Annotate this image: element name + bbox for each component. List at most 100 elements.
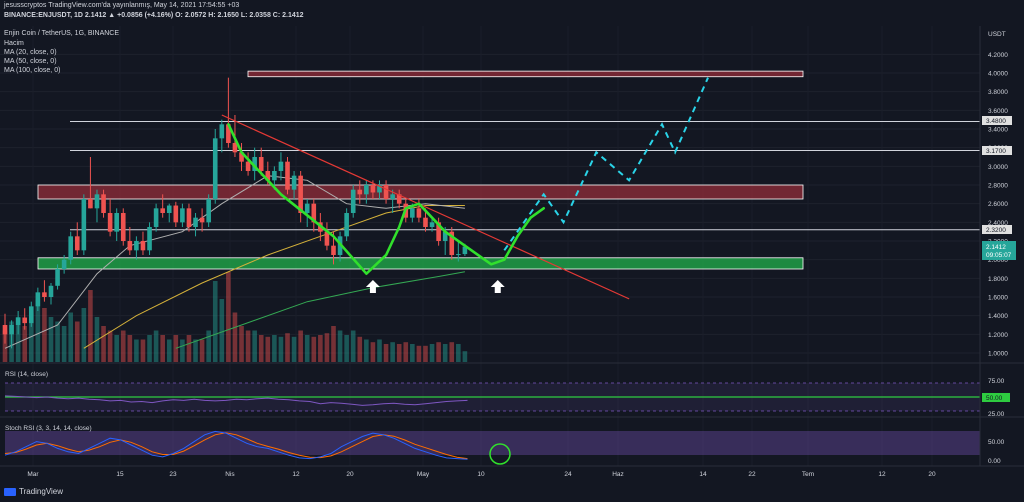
candle-body — [383, 185, 389, 199]
candle-body — [186, 208, 192, 227]
projection-path — [503, 77, 709, 251]
candle-body — [350, 189, 356, 213]
tradingview-logo-icon — [4, 487, 16, 496]
time-tick: 24 — [564, 471, 572, 478]
candle-body — [291, 175, 297, 190]
candle-body — [245, 161, 251, 171]
candle-body — [114, 213, 119, 232]
volume-bar — [331, 326, 336, 362]
candle-body — [88, 199, 93, 209]
volume-bar — [252, 330, 257, 362]
candle-body — [265, 171, 271, 181]
candle-body — [258, 157, 264, 171]
candle-body — [331, 245, 336, 255]
volume-bar — [160, 335, 165, 362]
time-tick: 10 — [477, 471, 485, 478]
candle-body — [101, 194, 106, 213]
candle-body — [206, 199, 211, 223]
volume-bar — [456, 344, 461, 362]
volume-bar — [423, 345, 428, 362]
candle-body — [396, 194, 402, 204]
time-tick: 12 — [878, 471, 886, 478]
ma100-line — [175, 271, 465, 349]
candle-body — [94, 194, 100, 209]
volume-bar — [291, 336, 297, 362]
candle-body — [22, 317, 28, 324]
candle-body — [68, 236, 73, 260]
brand-label: TradingView — [19, 487, 64, 496]
volume-bar — [134, 339, 139, 362]
price-tick: 3.4000 — [988, 127, 1008, 134]
indicator-volume[interactable]: Hacim — [4, 40, 24, 47]
volume-bar — [88, 290, 93, 362]
candle-body — [107, 213, 113, 232]
currency-label: USDT — [988, 31, 1006, 38]
level-tag-bg — [982, 146, 1012, 155]
volume-bar — [212, 281, 218, 362]
level-tag: 3.4800 — [986, 118, 1006, 125]
indicator-ma50[interactable]: MA (50, close, 0) — [4, 58, 57, 65]
volume-bar — [68, 312, 73, 362]
volume-bar — [74, 321, 80, 362]
drawings — [221, 77, 709, 300]
candle-body — [173, 205, 179, 223]
zone-resistance-top — [247, 70, 804, 78]
time-axis[interactable]: Mar 15 23 Nis 12 20 May 10 24 Haz 14 22 Tem 12 20 — [27, 471, 936, 478]
volume-bar — [416, 345, 422, 362]
panel-titles: RSI (14, close) Stoch RSI (3, 3, 14, 14,… — [5, 371, 1005, 465]
volume-bar — [48, 317, 54, 362]
level-tag-bg — [982, 116, 1012, 125]
stoch-tick: 0.00 — [988, 458, 1001, 465]
volume-bar — [180, 339, 185, 362]
green-pattern-path — [227, 123, 545, 275]
time-tick: 12 — [292, 471, 300, 478]
candle-body — [304, 203, 310, 213]
volume-bar — [429, 344, 435, 362]
volume-bar — [265, 336, 271, 362]
volume-bar — [61, 326, 67, 362]
candle-body — [35, 292, 41, 307]
candle-body — [456, 254, 461, 256]
candle-body — [2, 325, 8, 335]
stoch-band — [5, 431, 980, 455]
volume-bar — [272, 335, 277, 362]
candle-body — [449, 231, 455, 255]
time-tick: 15 — [116, 471, 124, 478]
price-tick: 2.4000 — [988, 220, 1008, 227]
volume-bar — [28, 312, 34, 362]
volume-bar — [173, 335, 179, 362]
volume-bar — [350, 330, 356, 362]
indicator-ma20[interactable]: MA (20, close, 0) — [4, 49, 57, 56]
candle-body — [81, 199, 87, 251]
candle-body — [232, 143, 238, 153]
zone-resistance-mid — [37, 184, 804, 200]
volume-bar — [410, 344, 415, 362]
volume-bar — [449, 342, 455, 362]
candle-body — [48, 285, 54, 297]
candle-body — [344, 213, 349, 237]
volume-bars — [2, 272, 468, 362]
price-tick: 2.0000 — [988, 257, 1008, 264]
indicator-ma100[interactable]: MA (100, close, 0) — [4, 67, 61, 74]
price-tick: 2.6000 — [988, 201, 1008, 208]
rsi-tick: 25.00 — [988, 411, 1005, 418]
time-tick: 20 — [346, 471, 354, 478]
candle-body — [28, 306, 34, 324]
volume-bar — [239, 326, 244, 362]
volume-bar — [147, 335, 152, 362]
volume-bar — [364, 339, 369, 362]
price-tick: 1.0000 — [988, 351, 1008, 358]
volume-bar — [324, 333, 330, 362]
stoch-title: Stoch RSI (3, 3, 14, 14, close) — [5, 425, 92, 432]
tradingview-logo[interactable]: TradingView — [4, 487, 63, 496]
candle-body — [429, 222, 435, 227]
rsi-line — [4, 395, 468, 406]
volume-bar — [318, 335, 323, 362]
volume-bar — [370, 342, 376, 362]
price-tick: 4.2000 — [988, 52, 1008, 59]
volume-bar — [304, 335, 310, 362]
candle-body — [160, 208, 165, 213]
volume-bar — [285, 333, 290, 362]
price-tick: 3.0000 — [988, 164, 1008, 171]
